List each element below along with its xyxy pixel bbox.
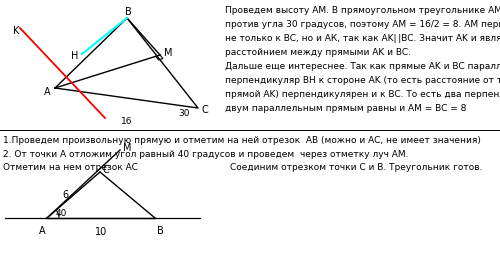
Text: B: B [156,226,164,236]
Text: 16: 16 [121,117,132,126]
Text: A: A [44,87,51,97]
Text: против угла 30 градусов, поэтому AM = 16/2 = 8. AM перпендикулярна: против угла 30 градусов, поэтому AM = 16… [225,20,500,29]
Text: C: C [102,165,110,175]
Text: не только к BC, но и АК, так как AK| |BC. Значит AK и является: не только к BC, но и АК, так как AK| |BC… [225,34,500,43]
Text: Дальше еще интереснее. Так как прямые AK и BC параллельны, то и: Дальше еще интереснее. Так как прямые AK… [225,62,500,71]
Text: B: B [124,7,132,17]
Text: 1.Проведем произвольную прямую и отметим на ней отрезок  AB (можно и AC, не имее: 1.Проведем произвольную прямую и отметим… [3,136,481,145]
Text: 30: 30 [178,108,190,117]
Text: 6: 6 [62,190,68,200]
Text: расстойнием между прямыми AK и BC.: расстойнием между прямыми AK и BC. [225,48,411,57]
Text: Проведем высоту AM. В прямоугольном треугольнике AM лежит: Проведем высоту AM. В прямоугольном треу… [225,6,500,15]
Text: перпендикуляр BH к стороне AK (то есть расстояние от точки B к: перпендикуляр BH к стороне AK (то есть р… [225,76,500,85]
Text: H: H [72,51,78,61]
Text: Соединим отрезком точки C и B. Треугольник готов.: Соединим отрезком точки C и B. Треугольн… [230,163,482,172]
Text: A: A [38,226,46,236]
Text: Отметим на нем отрезок AC: Отметим на нем отрезок AC [3,163,138,172]
Text: C: C [202,105,208,115]
Text: M: M [164,48,172,58]
Text: двум параллельным прямым равны и AM = BC = 8: двум параллельным прямым равны и AM = BC… [225,104,466,113]
Text: 40: 40 [56,209,66,218]
Text: M: M [123,143,131,153]
Text: K: K [13,26,19,36]
Text: прямой AK) перпендикулярен и к BC. То есть два перпендикуляра к: прямой AK) перпендикулярен и к BC. То ес… [225,90,500,99]
Text: 2. От точки A отложим угол равный 40 градусов и проведем  через отметку луч AM.: 2. От точки A отложим угол равный 40 гра… [3,150,408,159]
Text: 10: 10 [95,227,107,237]
